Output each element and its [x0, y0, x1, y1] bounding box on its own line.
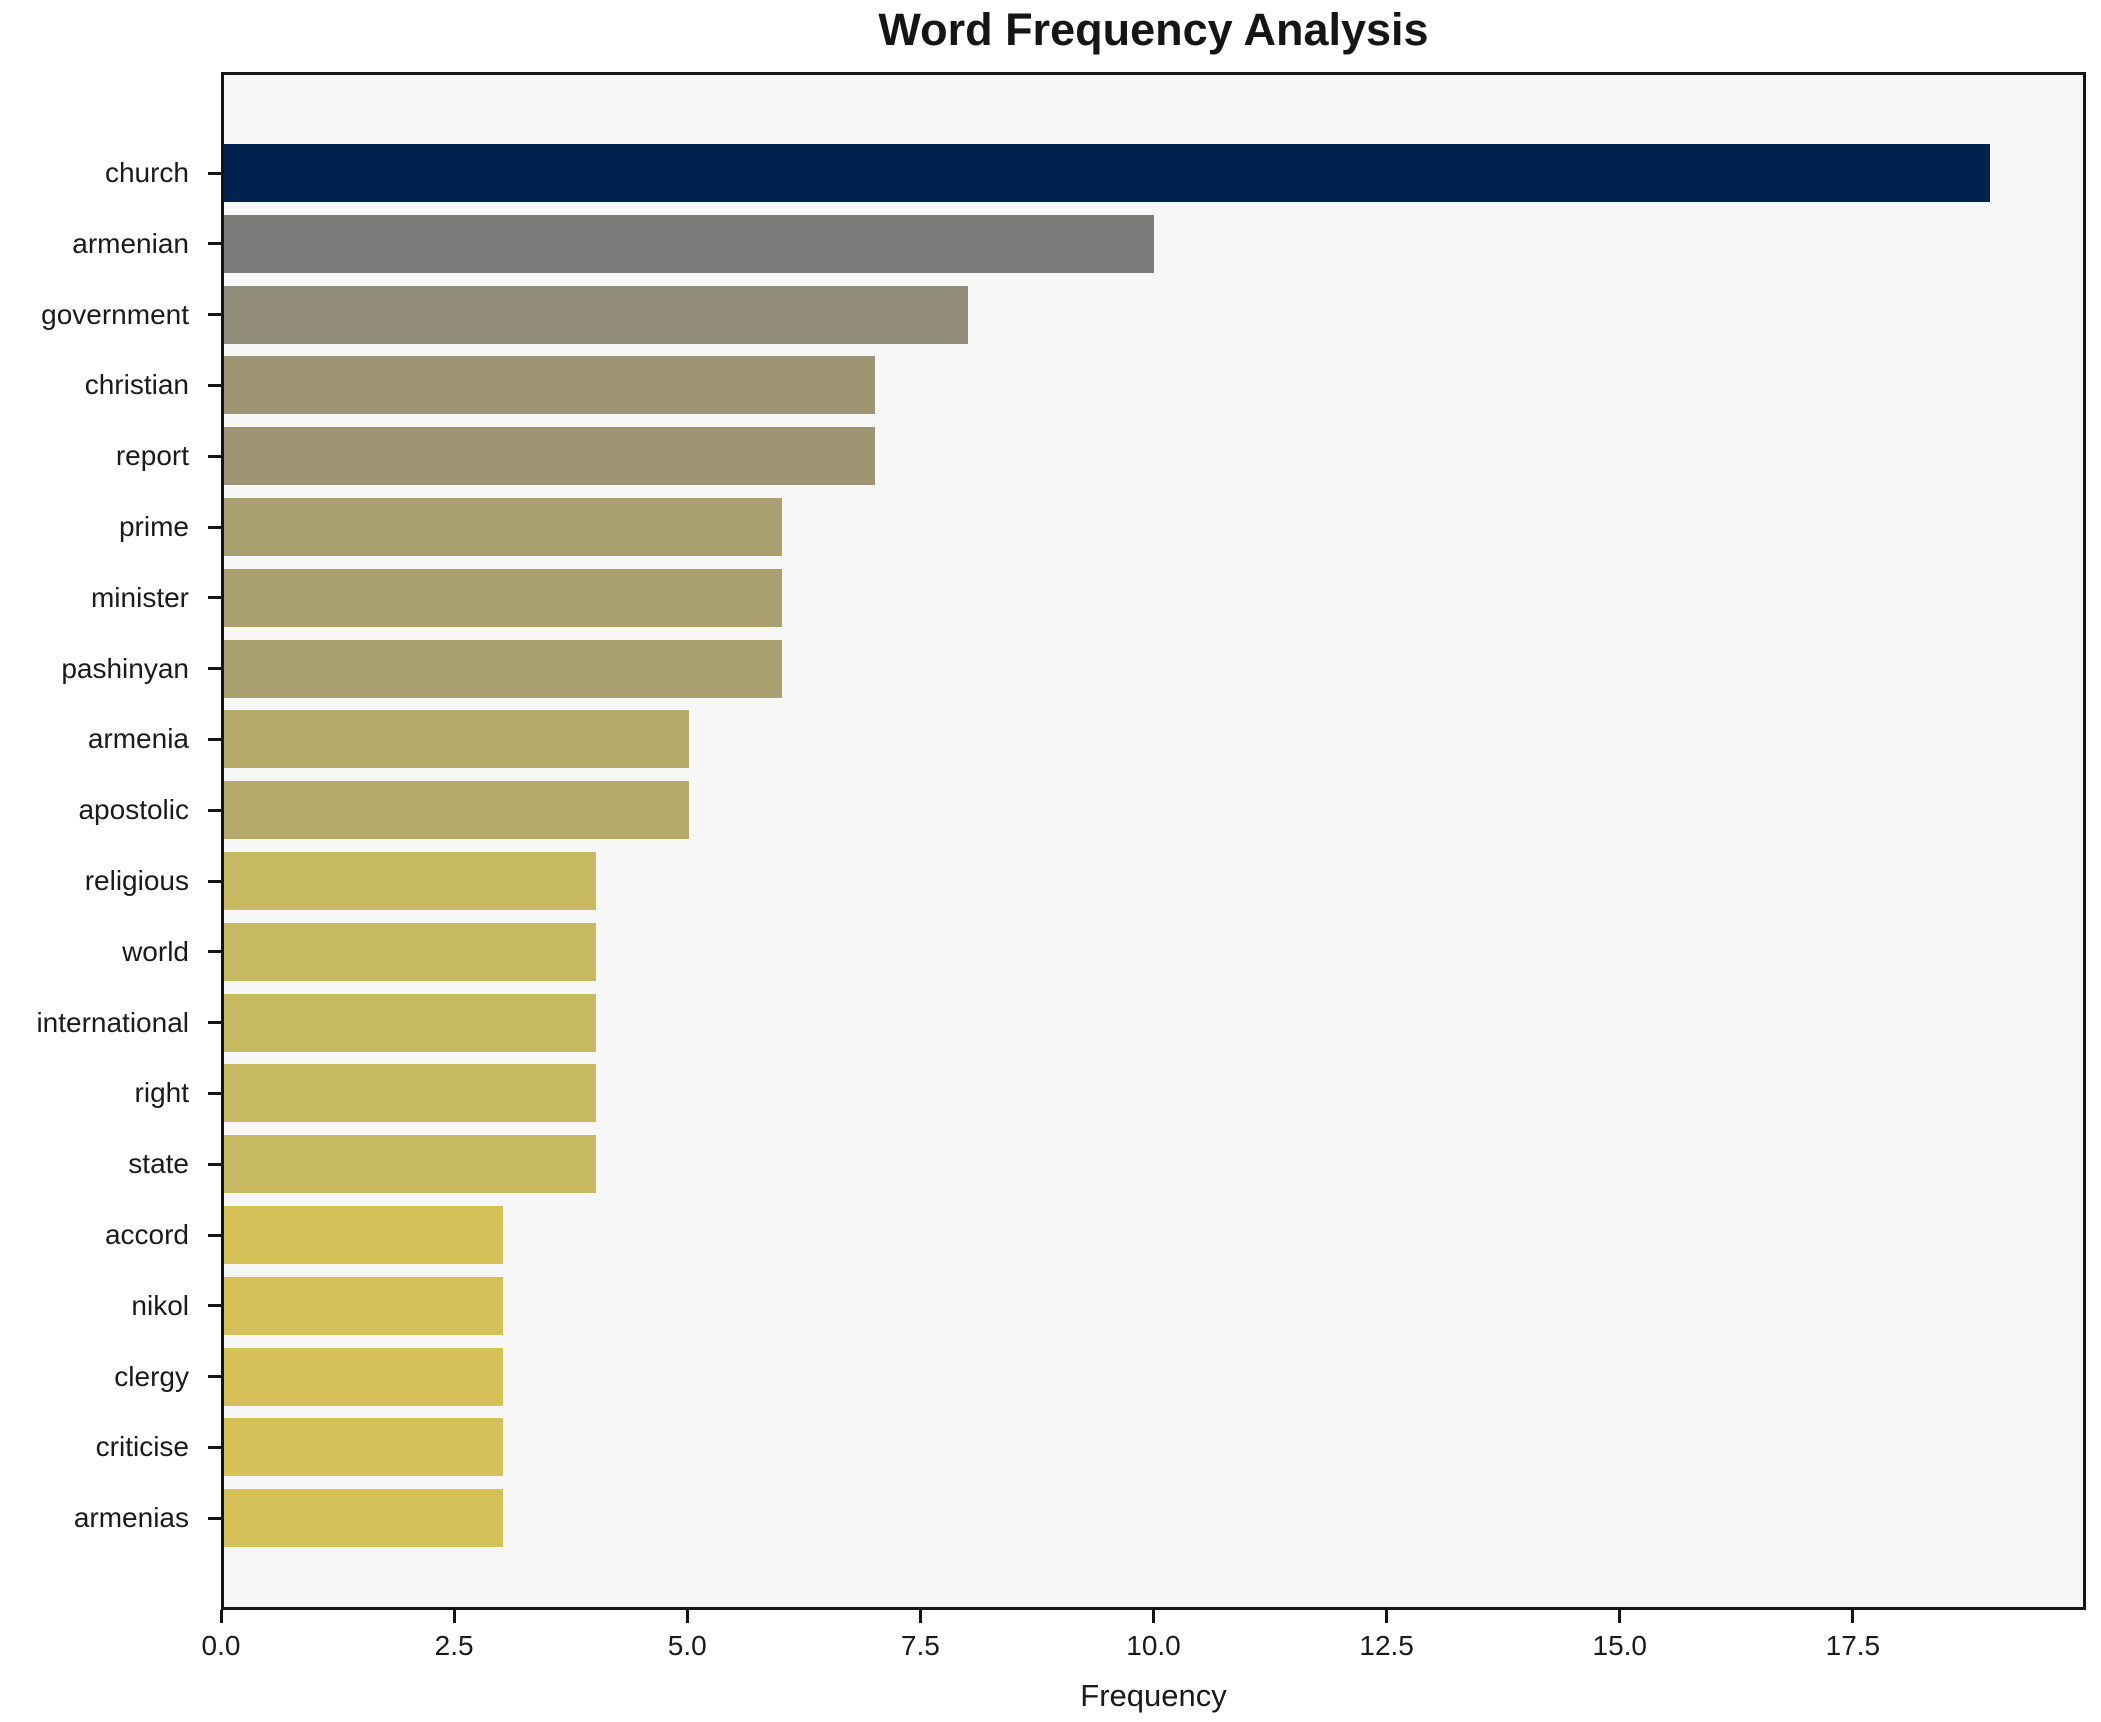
y-tick-mark [208, 525, 221, 529]
x-tick-mark [452, 1610, 456, 1623]
x-tick-label-10.0: 10.0 [1126, 1630, 1181, 1661]
x-tick-label-15.0: 15.0 [1592, 1630, 1648, 1661]
y-tick-label-apostolic: apostolic [78, 794, 189, 826]
x-tick-mark [1152, 1610, 1155, 1623]
y-tick-label-criticise: criticise [95, 1431, 189, 1463]
y-tick-label-government: government [41, 298, 189, 330]
bar-minister [224, 568, 782, 627]
bar-right [224, 1064, 596, 1123]
y-tick-label-world: world [122, 935, 189, 967]
y-tick-label-minister: minister [90, 581, 189, 613]
y-tick-label-christian: christian [84, 369, 189, 401]
x-tick-label-2.5: 2.5 [434, 1630, 474, 1661]
y-tick-label-state: state [128, 1148, 189, 1180]
y-tick-label-right: right [134, 1077, 189, 1109]
y-tick-mark [208, 1233, 221, 1237]
y-tick-label-international: international [36, 1006, 189, 1038]
y-tick-mark [208, 596, 221, 600]
y-tick-mark [208, 171, 221, 175]
bar-state [224, 1135, 596, 1194]
bar-armenia [224, 710, 689, 769]
bar-apostolic [224, 781, 689, 840]
x-tick-label-7.5: 7.5 [900, 1630, 940, 1661]
y-tick-label-report: report [115, 440, 189, 472]
y-tick-label-prime: prime [118, 511, 189, 542]
y-tick-mark [208, 808, 221, 812]
bar-report [224, 427, 875, 486]
y-tick-mark [208, 242, 221, 246]
y-tick-mark [208, 1021, 221, 1025]
bar-church [224, 144, 1991, 202]
x-tick-mark [1385, 1610, 1389, 1623]
x-tick-mark [1851, 1610, 1855, 1623]
y-tick-mark [208, 950, 221, 954]
bar-pashinyan [224, 639, 782, 698]
bar-government [224, 285, 968, 344]
y-tick-mark [208, 737, 221, 741]
y-tick-mark [208, 1162, 221, 1166]
bar-criticise [224, 1418, 503, 1477]
y-tick-mark [208, 1445, 221, 1449]
y-tick-label-armenias: armenias [73, 1502, 189, 1534]
y-tick-mark [208, 1375, 221, 1379]
y-tick-label-church: church [104, 157, 189, 188]
y-tick-mark [208, 1304, 221, 1308]
x-tick-label-0.0: 0.0 [201, 1630, 241, 1661]
x-tick-mark [219, 1610, 223, 1623]
y-tick-mark [208, 313, 221, 317]
y-tick-label-armenia: armenia [87, 723, 189, 755]
x-tick-label-17.5: 17.5 [1825, 1630, 1881, 1661]
y-tick-label-nikol: nikol [131, 1289, 189, 1321]
y-tick-label-armenian: armenian [72, 227, 189, 259]
y-tick-mark [208, 879, 221, 883]
bar-nikol [224, 1276, 503, 1335]
bar-clergy [224, 1347, 503, 1406]
y-tick-label-pashinyan: pashinyan [61, 652, 189, 684]
x-tick-label-12.5: 12.5 [1359, 1630, 1414, 1661]
bar-international [224, 993, 596, 1052]
y-tick-mark [208, 1091, 221, 1095]
bar-prime [224, 498, 782, 556]
bar-world [224, 922, 596, 981]
x-tick-mark [685, 1610, 689, 1623]
x-tick-label-5.0: 5.0 [667, 1630, 707, 1661]
bar-armenian [224, 214, 1154, 273]
plot-area [221, 72, 2086, 1610]
y-tick-mark [208, 383, 221, 387]
bar-religious [224, 852, 596, 910]
y-tick-mark [208, 454, 221, 458]
x-tick-mark [1618, 1610, 1622, 1623]
y-tick-mark [208, 1516, 221, 1520]
bar-christian [224, 356, 875, 415]
chart-title: Word Frequency Analysis [878, 4, 1429, 55]
y-tick-label-clergy: clergy [114, 1360, 189, 1392]
y-tick-mark [208, 667, 221, 671]
y-tick-label-accord: accord [104, 1219, 189, 1250]
x-tick-mark [918, 1610, 922, 1623]
bar-armenias [224, 1489, 503, 1548]
bar-accord [224, 1206, 503, 1264]
x-axis-title: Frequency [1080, 1678, 1227, 1713]
y-tick-label-religious: religious [84, 865, 189, 896]
